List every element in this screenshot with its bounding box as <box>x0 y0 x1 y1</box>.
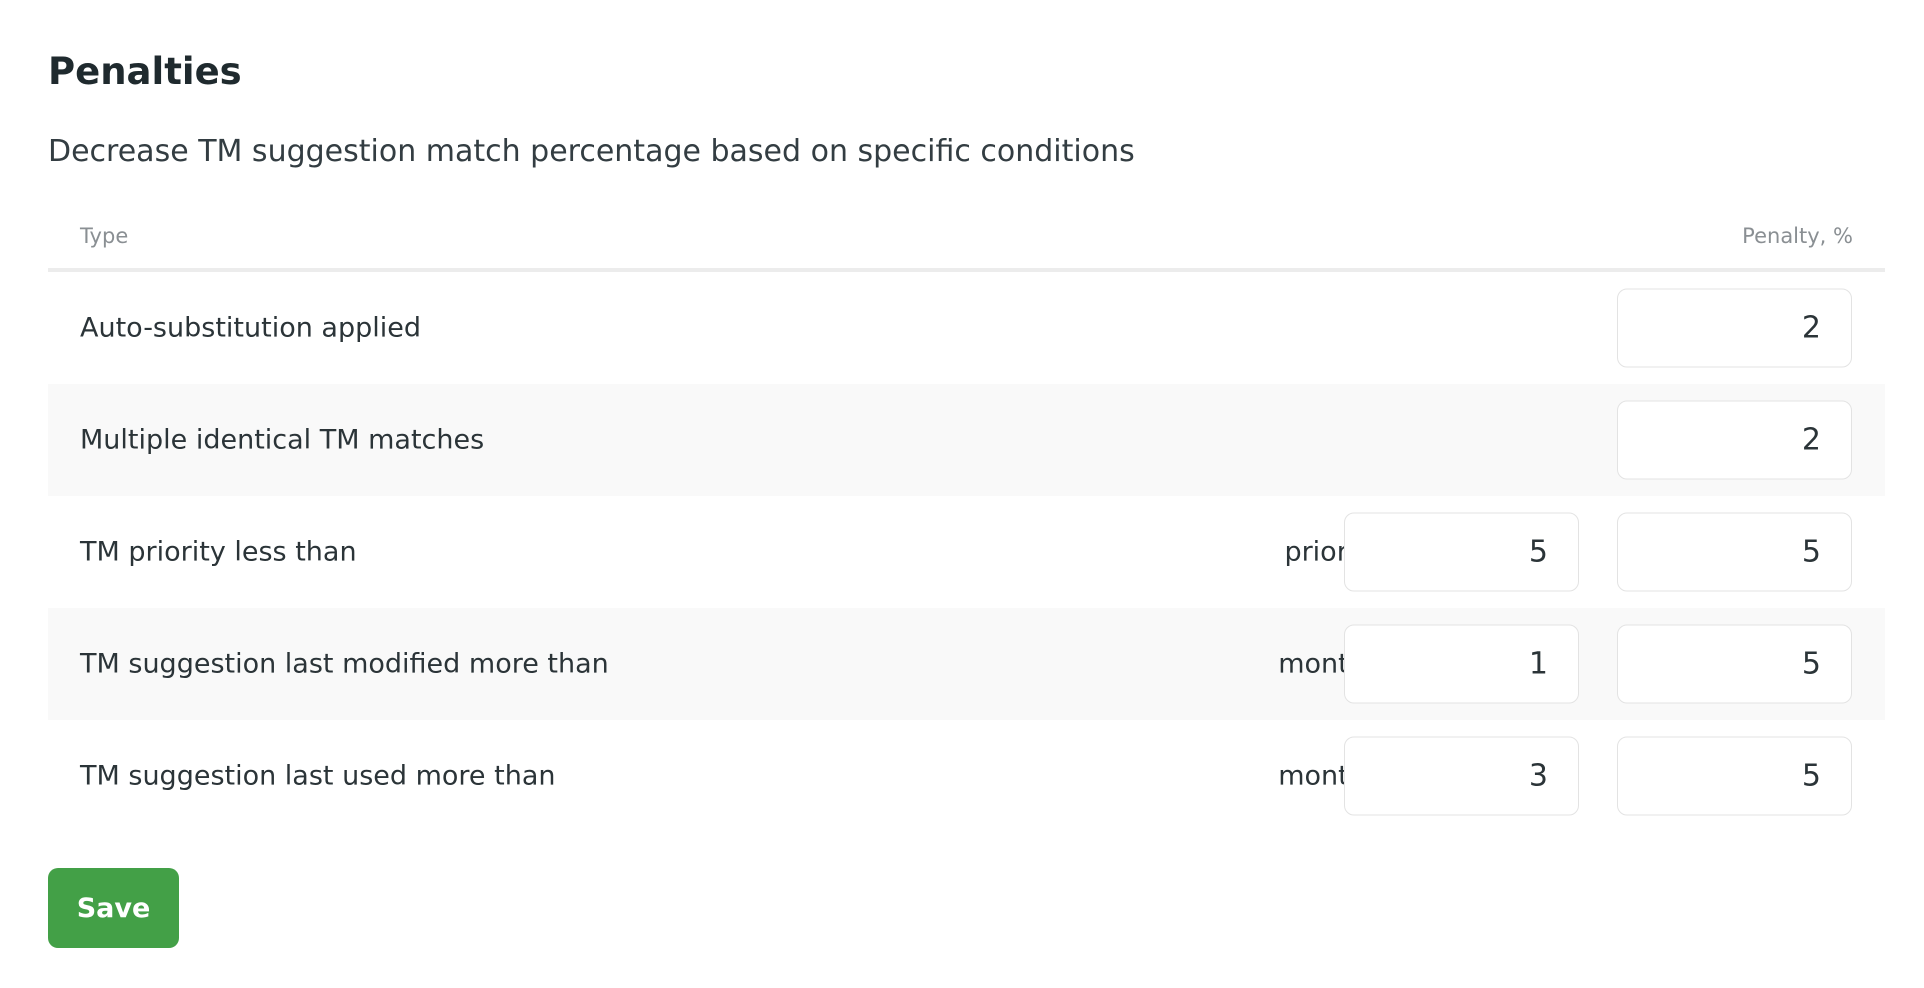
table-row: TM priority less than priority: <box>48 496 1885 608</box>
table-row: Auto-substitution applied <box>48 272 1885 384</box>
penalty-input[interactable] <box>1617 288 1852 368</box>
months-input[interactable] <box>1344 736 1579 816</box>
row-label: TM suggestion last used more than <box>80 760 556 792</box>
table-row: TM suggestion last used more than months… <box>48 720 1885 832</box>
page-subtitle: Decrease TM suggestion match percentage … <box>48 134 1135 169</box>
penalty-input[interactable] <box>1617 400 1852 480</box>
row-label: Auto-substitution applied <box>80 312 421 344</box>
page-title: Penalties <box>48 50 242 93</box>
penalty-input[interactable] <box>1617 512 1852 592</box>
header-penalty: Penalty, % <box>1742 224 1853 248</box>
row-label: TM priority less than <box>80 536 357 568</box>
row-label: Multiple identical TM matches <box>80 424 485 456</box>
penalties-table: Type Penalty, % Auto-substitution applie… <box>48 210 1885 832</box>
months-input[interactable] <box>1344 624 1579 704</box>
save-button[interactable]: Save <box>48 868 179 948</box>
priority-input[interactable] <box>1344 512 1579 592</box>
table-row: Multiple identical TM matches <box>48 384 1885 496</box>
table-row: TM suggestion last modified more than mo… <box>48 608 1885 720</box>
row-label: TM suggestion last modified more than <box>80 648 609 680</box>
header-type: Type <box>80 224 129 248</box>
table-header: Type Penalty, % <box>48 210 1885 272</box>
penalty-input[interactable] <box>1617 624 1852 704</box>
penalty-input[interactable] <box>1617 736 1852 816</box>
